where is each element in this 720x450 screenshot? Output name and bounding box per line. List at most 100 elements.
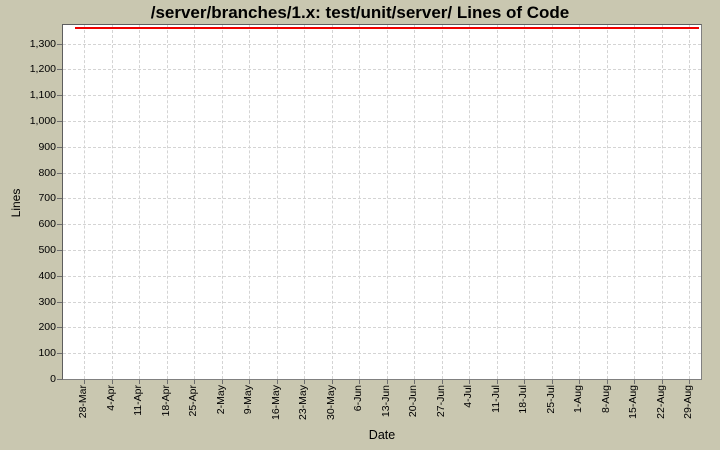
x-tick-label: 13-Jun xyxy=(379,385,392,418)
horizontal-gridline xyxy=(63,275,701,277)
y-tick-mark xyxy=(57,327,62,329)
y-tick-label: 600 xyxy=(38,218,56,231)
x-tick-mark xyxy=(359,380,360,384)
y-tick-mark xyxy=(57,146,62,148)
vertical-gridline xyxy=(111,25,113,379)
y-tick-label: 1,100 xyxy=(29,89,56,102)
vertical-gridline xyxy=(249,25,250,379)
x-tick-label: 8-Aug xyxy=(599,385,612,414)
y-tick-mark xyxy=(57,301,62,303)
x-tick-label: 11-Jul xyxy=(489,385,502,413)
y-tick-label: 1,000 xyxy=(29,114,56,127)
x-tick-mark xyxy=(414,380,415,384)
vertical-gridline xyxy=(524,25,525,379)
y-tick-mark xyxy=(57,275,62,277)
x-tick-mark xyxy=(551,380,553,384)
x-tick-mark xyxy=(331,380,333,384)
x-tick-label: 27-Jun xyxy=(434,385,447,418)
y-tick-mark xyxy=(57,95,62,97)
y-tick-mark xyxy=(57,379,62,380)
vertical-gridline xyxy=(551,25,553,379)
x-tick-mark xyxy=(304,380,305,384)
x-axis-title: Date xyxy=(368,428,396,442)
y-tick-mark xyxy=(57,224,62,226)
x-tick-mark xyxy=(276,380,278,384)
vertical-gridline xyxy=(579,25,580,379)
vertical-gridline xyxy=(441,25,443,379)
x-tick-mark xyxy=(386,380,388,384)
y-tick-mark xyxy=(57,249,62,251)
vertical-gridline xyxy=(331,25,333,379)
x-tick-label: 23-May xyxy=(297,385,309,421)
x-tick-label: 18-Apr xyxy=(159,385,172,417)
horizontal-gridline xyxy=(63,301,701,303)
y-tick-label: 100 xyxy=(38,347,56,360)
x-tick-mark xyxy=(194,380,195,384)
x-tick-label: 11-Apr xyxy=(132,385,144,416)
plot-area xyxy=(62,24,702,380)
vertical-gridline xyxy=(304,25,305,379)
vertical-gridline xyxy=(276,25,278,379)
y-tick-label: 500 xyxy=(38,243,56,256)
x-tick-label: 30-May xyxy=(324,385,337,421)
horizontal-gridline xyxy=(63,43,701,45)
vertical-gridline xyxy=(606,25,608,379)
horizontal-gridline xyxy=(63,249,701,251)
y-tick-label: 800 xyxy=(38,166,56,179)
x-tick-label: 22-Aug xyxy=(654,385,667,419)
y-tick-mark xyxy=(57,198,62,200)
horizontal-gridline xyxy=(63,224,701,226)
y-tick-mark xyxy=(57,353,62,355)
series-line-lines-of-code xyxy=(75,27,700,30)
horizontal-gridline xyxy=(63,172,701,174)
x-tick-label: 15-Aug xyxy=(627,385,639,419)
x-tick-mark xyxy=(689,380,690,384)
vertical-gridline xyxy=(84,25,85,379)
x-tick-label: 4-Jul xyxy=(462,385,474,408)
x-tick-label: 18-Jul xyxy=(517,385,529,414)
x-tick-mark xyxy=(496,380,498,384)
y-tick-label: 1,200 xyxy=(29,63,56,76)
x-tick-label: 25-Jul xyxy=(544,385,557,414)
horizontal-gridline xyxy=(63,146,701,148)
x-tick-label: 16-May xyxy=(269,385,282,421)
x-tick-mark xyxy=(524,380,525,384)
y-tick-mark xyxy=(57,43,62,45)
x-tick-mark xyxy=(139,380,140,384)
x-tick-label: 25-Apr xyxy=(187,385,199,417)
chart-title: /server/branches/1.x: test/unit/server/ … xyxy=(150,3,570,22)
x-tick-mark xyxy=(579,380,580,384)
x-tick-label: 9-May xyxy=(242,385,254,415)
x-tick-label: 2-May xyxy=(214,385,227,415)
vertical-gridline xyxy=(139,25,140,379)
vertical-gridline xyxy=(194,25,195,379)
x-tick-label: 28-Mar xyxy=(77,385,89,419)
vertical-gridline xyxy=(661,25,663,379)
x-tick-mark xyxy=(166,380,168,384)
vertical-gridline xyxy=(414,25,415,379)
vertical-gridline xyxy=(359,25,360,379)
y-tick-label: 200 xyxy=(38,321,56,334)
vertical-gridline xyxy=(689,25,690,379)
y-tick-label: 1,300 xyxy=(29,37,56,50)
x-tick-label: 1-Aug xyxy=(572,385,584,414)
horizontal-gridline xyxy=(63,327,701,329)
x-tick-mark xyxy=(661,380,663,384)
x-tick-mark xyxy=(634,380,635,384)
x-tick-label: 6-Jun xyxy=(352,385,364,412)
x-tick-label: 4-Apr xyxy=(104,385,117,411)
vertical-gridline xyxy=(634,25,635,379)
y-tick-mark xyxy=(57,120,62,122)
vertical-gridline xyxy=(166,25,168,379)
x-tick-mark xyxy=(441,380,443,384)
vertical-gridline xyxy=(386,25,388,379)
horizontal-gridline xyxy=(63,198,701,200)
x-tick-mark xyxy=(249,380,250,384)
x-tick-mark xyxy=(469,380,470,384)
vertical-gridline xyxy=(469,25,470,379)
x-tick-mark xyxy=(111,380,113,384)
horizontal-gridline xyxy=(63,69,701,71)
y-tick-label: 700 xyxy=(38,192,56,205)
horizontal-gridline xyxy=(63,120,701,122)
